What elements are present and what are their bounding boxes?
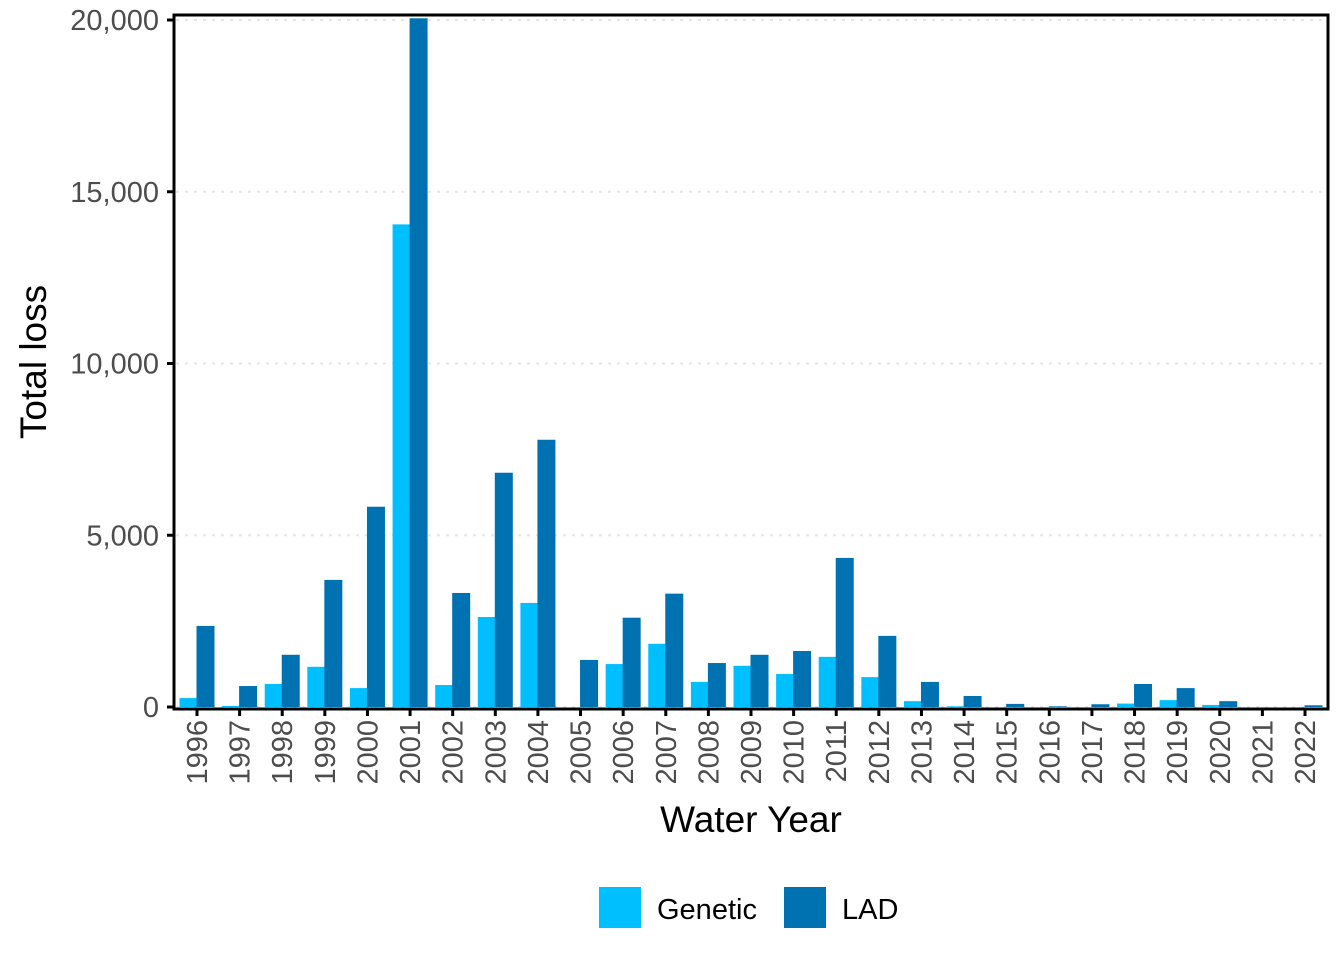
plot-border [172,13,1330,711]
x-tick-label: 2018 [1120,720,1152,785]
bar-genetic-1998 [264,683,283,707]
bar-genetic-2018 [1117,703,1136,707]
bar-genetic-2019 [1159,700,1178,707]
bar-genetic-1997 [222,705,241,707]
bar-genetic-2001 [392,224,411,707]
bar-genetic-2010 [776,674,795,707]
grid-lines [176,19,1326,708]
legend-label-lad: LAD [842,894,898,926]
y-tick-label: 10,000 [70,349,159,381]
bar-lad-1999 [324,579,343,707]
x-tick-label: 1998 [267,720,299,785]
x-tick-label: 2010 [779,720,811,785]
bar-lad-2007 [665,593,684,707]
bar-genetic-1996 [179,698,198,707]
x-tick-label: 2017 [1077,720,1109,785]
x-tick-label: 2007 [651,720,683,785]
bar-genetic-2012 [861,677,880,707]
x-tick-label: 2019 [1162,720,1194,785]
x-tick-label: 2001 [395,720,427,785]
bar-lad-2001 [409,18,428,708]
bar-genetic-2007 [648,643,667,707]
bar-lad-1996 [196,625,215,707]
x-tick-label: 2012 [864,720,896,785]
bar-genetic-1999 [307,666,326,707]
bars [179,18,1323,708]
bar-lad-2020 [1219,701,1238,707]
bar-genetic-2000 [349,688,368,707]
bar-genetic-2008 [690,681,709,707]
bar-genetic-2006 [605,664,624,707]
bar-lad-2009 [750,654,769,707]
bar-lad-2019 [1176,688,1195,707]
x-tick-label: 2013 [906,720,938,785]
legend-label-genetic: Genetic [657,894,757,926]
bar-genetic-2009 [733,665,752,707]
bar-lad-1998 [281,654,300,707]
x-tick-label: 2016 [1034,720,1066,785]
bar-lad-2010 [793,651,812,707]
bar-lad-2011 [835,557,854,707]
bar-lad-2006 [622,617,641,707]
bar-lad-2012 [878,635,897,707]
bar-lad-2008 [707,663,726,707]
bar-lad-2018 [1134,683,1153,707]
x-axis-title: Water Year [660,799,842,840]
x-tick-label: 2009 [736,720,768,785]
x-tick-label: 2021 [1247,720,1279,785]
legend-swatch-genetic [599,887,641,928]
bar-lad-2005 [580,659,599,707]
x-tick-label: 2004 [523,720,555,785]
bar-genetic-2020 [1202,704,1221,707]
x-tick-label: 1996 [182,720,214,785]
bar-genetic-2002 [435,685,454,707]
x-tick-label: 2022 [1290,720,1322,785]
bar-lad-2003 [494,472,513,707]
bar-genetic-2003 [477,617,496,707]
x-tick-label: 1997 [225,720,257,785]
x-tick-label: 2015 [992,720,1024,785]
bar-lad-2017 [1091,704,1110,707]
bar-lad-2013 [920,681,939,707]
bar-lad-2015 [1006,703,1025,707]
bar-genetic-2004 [520,602,539,707]
bar-genetic-2013 [903,701,922,707]
x-tick-label: 1999 [310,720,342,785]
bar-genetic-2011 [818,656,837,707]
x-tick-label: 2006 [608,720,640,785]
x-tick-label: 2008 [693,720,725,785]
x-tick-label: 2000 [352,720,384,785]
bar-lad-2002 [452,592,471,707]
x-tick-label: 2011 [821,720,853,782]
y-axis: 0 5,000 10,000 15,000 20,000 [70,5,174,724]
legend-swatch-lad [784,887,826,928]
bar-lad-2016 [1048,706,1067,707]
x-axis: 1996 1997 1998 1999 2000 2001 2002 2003 2004 2005… [182,709,1322,785]
y-tick-label: 5,000 [86,520,159,552]
x-tick-label: 2005 [566,720,598,785]
x-tick-label: 2002 [438,720,470,785]
y-axis-title: Total loss [13,285,54,439]
bar-genetic-2014 [946,706,965,707]
x-tick-label: 2014 [949,720,981,785]
legend: Genetic LAD [599,887,898,928]
x-tick-label: 2003 [480,720,512,785]
y-tick-label: 0 [143,692,159,724]
y-tick-label: 20,000 [70,5,159,37]
bar-lad-2004 [537,439,556,707]
bar-lad-1997 [239,686,258,707]
y-tick-label: 15,000 [70,177,159,209]
bar-lad-2014 [963,696,982,707]
bar-lad-2022 [1304,705,1323,707]
x-tick-label: 2020 [1205,720,1237,785]
bar-lad-2000 [366,506,385,707]
